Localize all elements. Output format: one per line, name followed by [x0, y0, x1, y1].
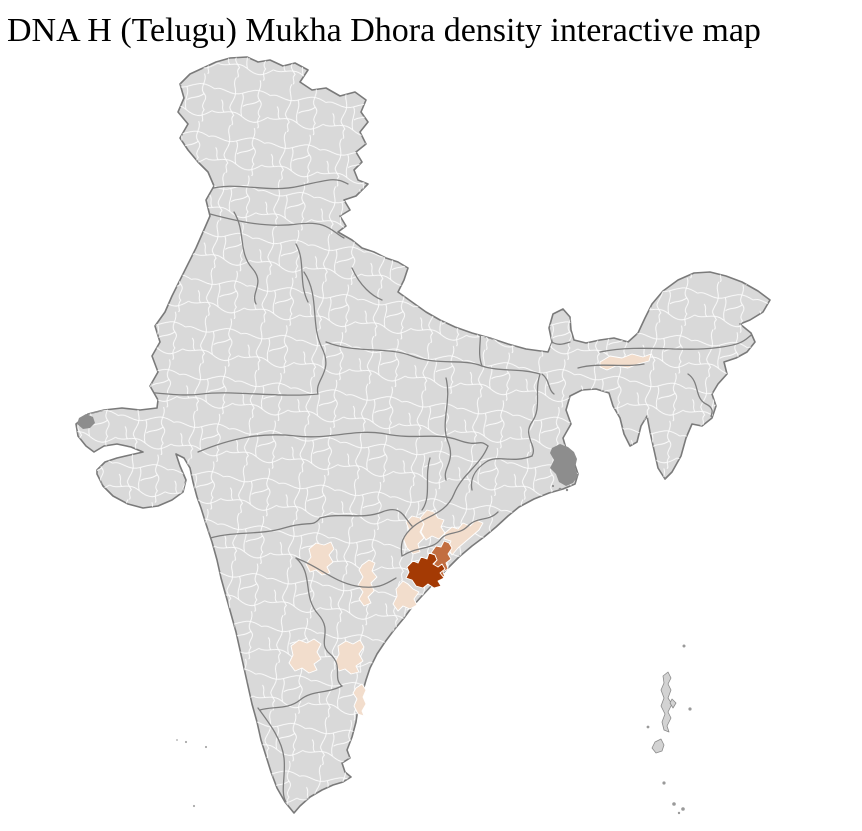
- andaman-nicobar-islands: [646, 644, 692, 815]
- andaman-side-islet: [669, 698, 677, 709]
- dark-shaded-regions: [77, 414, 578, 492]
- state-boundaries: [101, 179, 757, 803]
- page-title: DNA H (Telugu) Mukha Dhora density inter…: [7, 12, 761, 49]
- district-low-malkangiri-area[interactable]: [402, 515, 425, 555]
- district-low-south-of-high[interactable]: [392, 580, 420, 612]
- district-low-northeast-valley[interactable]: [599, 353, 652, 371]
- district-low-coastal-south[interactable]: [352, 683, 367, 717]
- andaman-main-chain: [660, 671, 673, 733]
- district-low-west-strip[interactable]: [357, 559, 378, 607]
- district-high[interactable]: [405, 552, 446, 589]
- density-districts: [288, 353, 652, 717]
- sundarbans-delta: [550, 444, 578, 486]
- little-andaman: [651, 738, 665, 754]
- district-low-southwest-1[interactable]: [288, 638, 322, 674]
- lakshadweep-islands: [176, 739, 208, 808]
- kutch-west-patch: [77, 414, 95, 429]
